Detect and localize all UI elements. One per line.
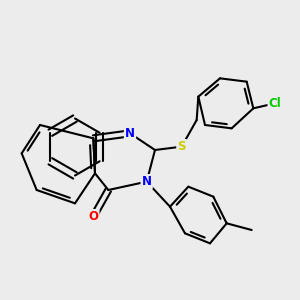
Text: S: S [177,140,186,153]
Text: O: O [88,210,98,223]
Text: N: N [125,127,135,140]
Text: Cl: Cl [268,97,281,110]
Text: N: N [142,175,152,188]
